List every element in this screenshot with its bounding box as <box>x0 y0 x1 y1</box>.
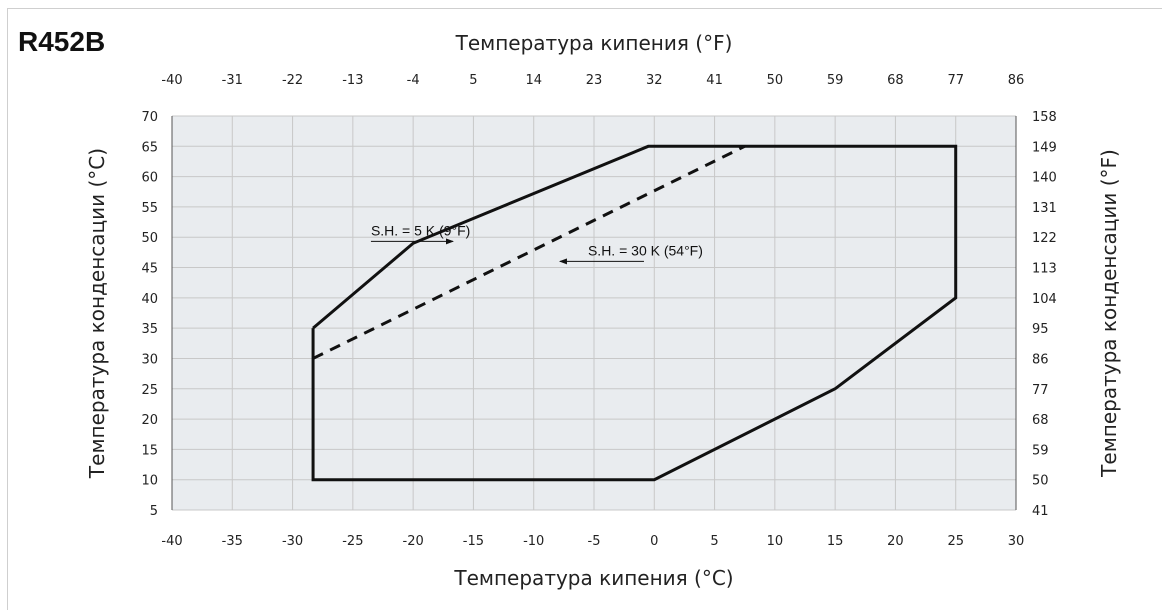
y-tick-label-right: 158 <box>1032 110 1057 125</box>
x-tick-label: 10 <box>767 534 784 549</box>
y-tick-label: 30 <box>141 352 158 367</box>
y-tick-label-right: 131 <box>1032 201 1057 216</box>
y-tick-label-right: 77 <box>1032 383 1049 398</box>
x-axis-title-top: Температура кипения (°F) <box>455 31 733 55</box>
x-tick-label-top: 77 <box>947 73 964 88</box>
y-tick-label: 45 <box>141 262 158 277</box>
x-tick-label-top: 14 <box>525 73 542 88</box>
y-tick-label: 40 <box>141 292 158 307</box>
annotation-sh30: S.H. = 30 K (54°F) <box>588 242 703 258</box>
y-tick-label-right: 104 <box>1032 292 1057 307</box>
series-group <box>311 144 958 482</box>
x-tick-label: 20 <box>887 534 904 549</box>
y-tick-label: 70 <box>141 110 158 125</box>
x-tick-label: -20 <box>403 534 424 549</box>
y-tick-label-right: 149 <box>1032 140 1057 155</box>
x-tick-label: -40 <box>161 534 182 549</box>
x-tick-label-top: -40 <box>161 73 182 88</box>
y-tick-label-right: 95 <box>1032 322 1049 337</box>
x-tick-label: 30 <box>1008 534 1025 549</box>
x-tick-label-top: 32 <box>646 73 663 88</box>
x-tick-label: -25 <box>342 534 363 549</box>
y-axis-title: Температура конденсации (°C) <box>85 148 109 479</box>
x-tick-label: -35 <box>222 534 243 549</box>
y-tick-label: 35 <box>141 322 158 337</box>
x-tick-label-top: 50 <box>767 73 784 88</box>
x-tick-label-top: 68 <box>887 73 904 88</box>
y-tick-label: 65 <box>141 140 158 155</box>
x-tick-label: -30 <box>282 534 303 549</box>
x-tick-label-top: 5 <box>469 73 477 88</box>
x-tick-label: 5 <box>710 534 718 549</box>
x-tick-label-top: -4 <box>407 73 420 88</box>
y-tick-label: 25 <box>141 383 158 398</box>
y-tick-label-right: 68 <box>1032 413 1049 428</box>
x-tick-label: 25 <box>947 534 964 549</box>
series-line-sh5 <box>311 144 958 482</box>
x-tick-label-top: -13 <box>342 73 363 88</box>
x-tick-label: -10 <box>523 534 544 549</box>
x-tick-label: -15 <box>463 534 484 549</box>
y-tick-label: 15 <box>141 443 158 458</box>
x-tick-label-top: 59 <box>827 73 844 88</box>
y-tick-label: 20 <box>141 413 158 428</box>
axis-ticks: -40 -35 -30 -25 -20 -15 -10 -5 0 5 10 15 20 25 30 -40 -3… <box>141 73 1056 549</box>
x-axis-title: Температура кипения (°C) <box>453 566 733 590</box>
y-tick-label-right: 122 <box>1032 231 1057 246</box>
y-tick-label-right: 59 <box>1032 443 1049 458</box>
x-tick-label-top: -22 <box>282 73 303 88</box>
x-tick-label: 0 <box>650 534 658 549</box>
y-tick-label: 10 <box>141 474 158 489</box>
x-tick-label-top: 23 <box>586 73 603 88</box>
y-tick-label-right: 113 <box>1032 262 1057 277</box>
x-tick-label: 15 <box>827 534 844 549</box>
y-tick-label: 55 <box>141 201 158 216</box>
y-tick-label-right: 86 <box>1032 352 1049 367</box>
y-axis-title-right: Температура конденсации (°F) <box>1097 149 1121 478</box>
y-tick-label-right: 140 <box>1032 171 1057 186</box>
x-tick-label: -5 <box>588 534 601 549</box>
annotations: S.H. = 5 K (9°F) S.H. = 30 K (54°F) <box>370 222 703 265</box>
chart-frame <box>7 8 1162 610</box>
y-tick-label-right: 41 <box>1032 504 1049 519</box>
refrigerant-label: R452B <box>18 26 106 57</box>
x-tick-label-top: -31 <box>222 73 243 88</box>
y-tick-label: 50 <box>141 231 158 246</box>
annotation-sh5: S.H. = 5 K (9°F) <box>371 222 470 238</box>
x-tick-label-top: 86 <box>1008 73 1025 88</box>
series-line-sh30 <box>312 144 746 360</box>
y-tick-label: 60 <box>141 171 158 186</box>
y-tick-label-right: 50 <box>1032 474 1049 489</box>
y-tick-label: 5 <box>150 504 158 519</box>
x-tick-label-top: 41 <box>706 73 723 88</box>
